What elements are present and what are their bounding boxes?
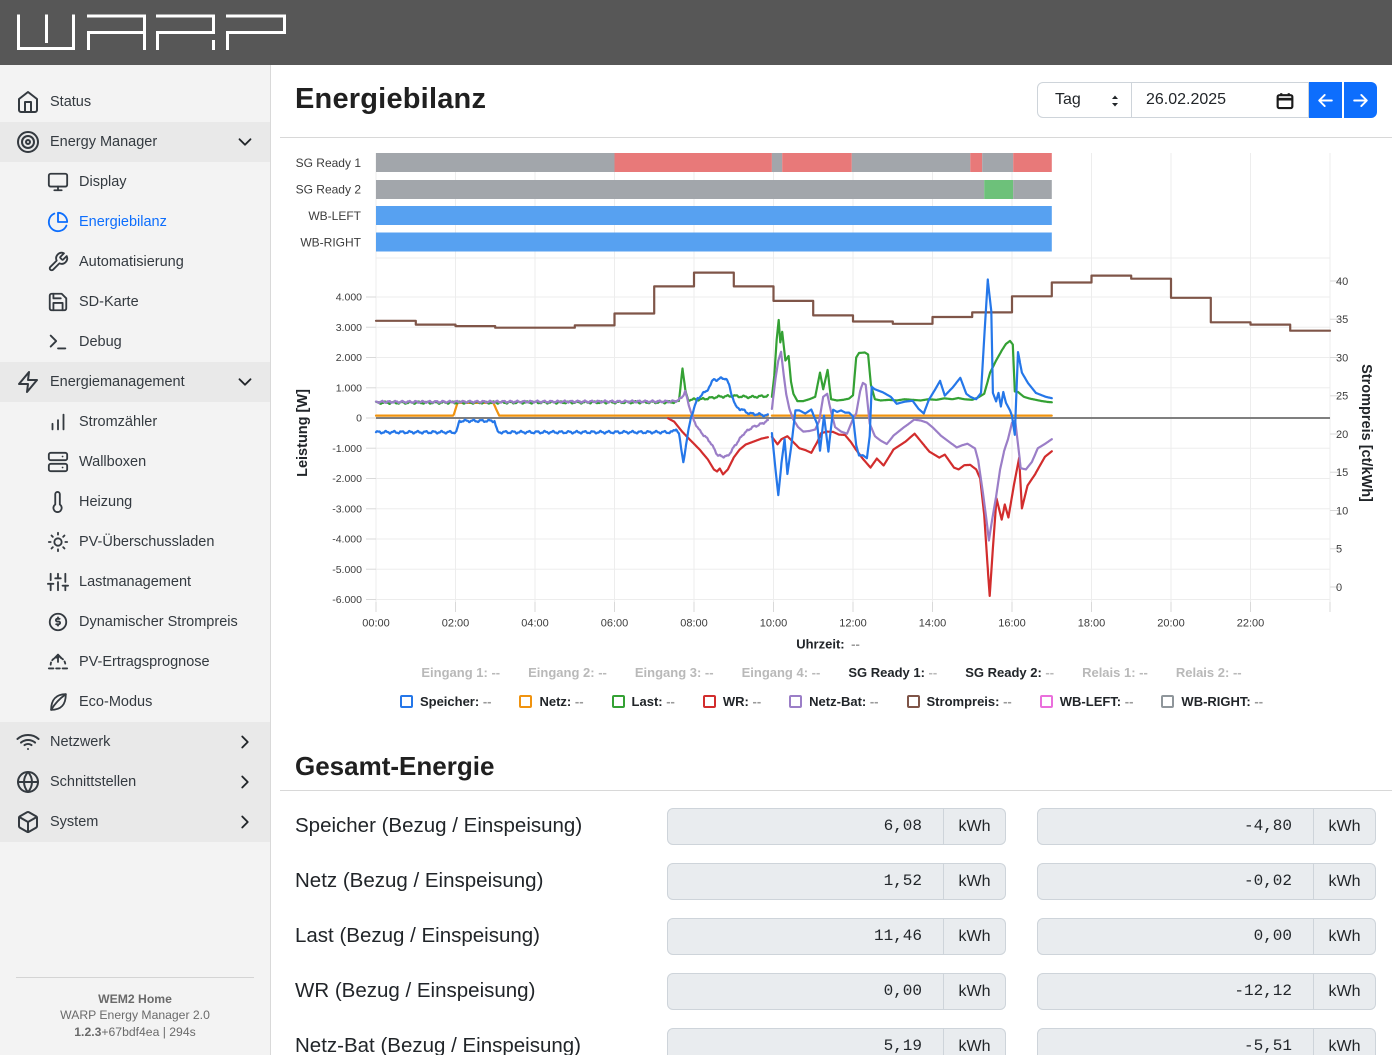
svg-text:-2.000: -2.000 — [332, 473, 362, 485]
svg-text:14:00: 14:00 — [919, 618, 947, 630]
svg-text:-3.000: -3.000 — [332, 503, 362, 515]
svg-text:04:00: 04:00 — [521, 618, 549, 630]
svg-text:SG Ready 1: SG Ready 1 — [296, 156, 362, 170]
svg-text:-1.000: -1.000 — [332, 443, 362, 455]
svg-text:0: 0 — [1336, 582, 1342, 594]
svg-text:35: 35 — [1336, 314, 1348, 326]
svg-text:5: 5 — [1336, 544, 1342, 556]
svg-text:1.000: 1.000 — [336, 382, 362, 394]
svg-text:20:00: 20:00 — [1157, 618, 1185, 630]
svg-text:00:00: 00:00 — [362, 618, 390, 630]
svg-text:18:00: 18:00 — [1078, 618, 1106, 630]
svg-text:4.000: 4.000 — [336, 292, 362, 304]
svg-text:3.000: 3.000 — [336, 322, 362, 334]
svg-text:-5.000: -5.000 — [332, 564, 362, 576]
svg-text:2.000: 2.000 — [336, 352, 362, 364]
svg-text:WB-RIGHT: WB-RIGHT — [300, 235, 361, 249]
svg-text:Uhrzeit: --: Uhrzeit: -- — [796, 637, 860, 652]
svg-text:WB-LEFT: WB-LEFT — [308, 209, 361, 223]
svg-text:-4.000: -4.000 — [332, 534, 362, 546]
svg-text:Strompreis [ct/kWh]: Strompreis [ct/kWh] — [1358, 364, 1374, 502]
svg-text:20: 20 — [1336, 429, 1348, 441]
svg-text:SG Ready 2: SG Ready 2 — [296, 182, 362, 196]
svg-text:12:00: 12:00 — [839, 618, 867, 630]
svg-text:08:00: 08:00 — [680, 618, 708, 630]
svg-text:10: 10 — [1336, 505, 1348, 517]
svg-text:06:00: 06:00 — [601, 618, 629, 630]
svg-text:02:00: 02:00 — [442, 618, 470, 630]
svg-text:Leistung [W]: Leistung [W] — [295, 389, 311, 477]
svg-text:15: 15 — [1336, 467, 1348, 479]
svg-text:10:00: 10:00 — [760, 618, 788, 630]
svg-text:22:00: 22:00 — [1237, 618, 1265, 630]
svg-text:30: 30 — [1336, 352, 1348, 364]
svg-text:40: 40 — [1336, 276, 1348, 288]
svg-text:0: 0 — [356, 413, 362, 425]
svg-text:25: 25 — [1336, 391, 1348, 403]
svg-text:16:00: 16:00 — [998, 618, 1026, 630]
svg-text:-6.000: -6.000 — [332, 594, 362, 606]
